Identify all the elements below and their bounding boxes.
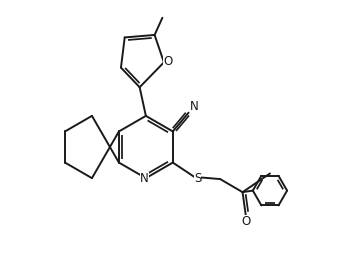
Text: O: O: [163, 55, 172, 68]
Text: O: O: [241, 215, 250, 228]
Text: N: N: [140, 172, 149, 185]
Text: N: N: [190, 100, 199, 113]
Text: S: S: [194, 172, 201, 185]
